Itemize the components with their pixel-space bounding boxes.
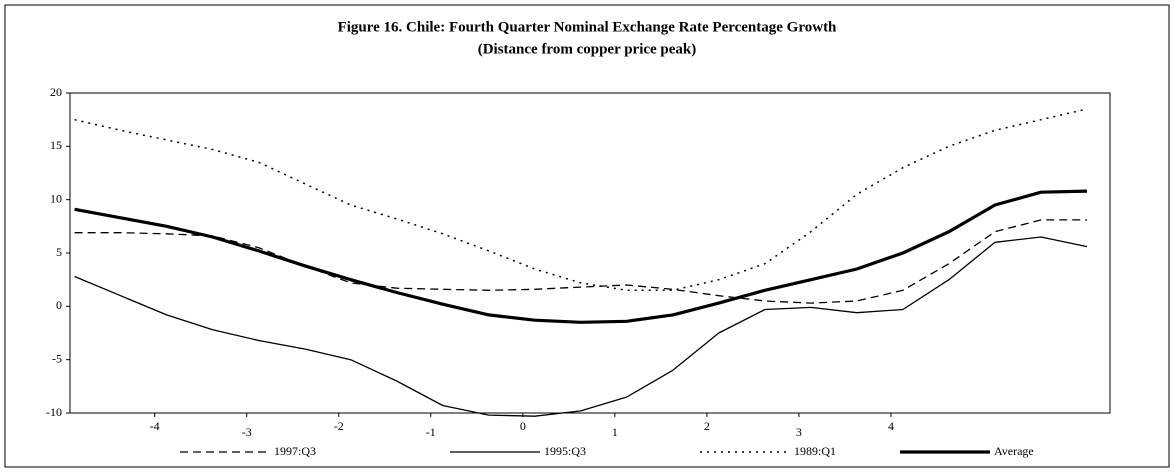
y-tick-label: 20: [50, 85, 62, 99]
y-tick-label: 15: [50, 138, 62, 152]
x-tick-label: 4: [888, 419, 894, 433]
frame: [4, 4, 1170, 468]
series-line: [74, 108, 1088, 292]
x-tick-label: 3: [796, 425, 802, 439]
y-tick-label: -10: [46, 405, 62, 419]
x-tick-label: -4: [150, 419, 160, 433]
x-tick-label: -1: [426, 425, 436, 439]
x-tick-label: 2: [704, 419, 710, 433]
legend-label: 1995:Q3: [544, 444, 586, 458]
chart-subtitle: (Distance from copper price peak): [478, 41, 697, 57]
series-line: [74, 219, 1087, 304]
series-line: [74, 189, 1088, 324]
y-tick-label: 0: [56, 298, 62, 312]
y-tick-label: 10: [50, 191, 62, 205]
y-tick-label: -5: [52, 351, 62, 365]
plot-area: [69, 92, 1111, 414]
legend-label: 1989:Q1: [794, 444, 836, 458]
x-tick-label: -2: [334, 419, 344, 433]
legend-label: 1997:Q3: [274, 444, 316, 458]
series-line: [74, 236, 1088, 417]
x-tick-label: 1: [612, 425, 618, 439]
y-tick-label: 5: [56, 245, 62, 259]
x-tick-label: 0: [520, 419, 526, 433]
legend-label: Average: [994, 444, 1034, 458]
x-tick-label: -3: [242, 425, 252, 439]
chart-title: Figure 16. Chile: Fourth Quarter Nominal…: [338, 19, 837, 35]
